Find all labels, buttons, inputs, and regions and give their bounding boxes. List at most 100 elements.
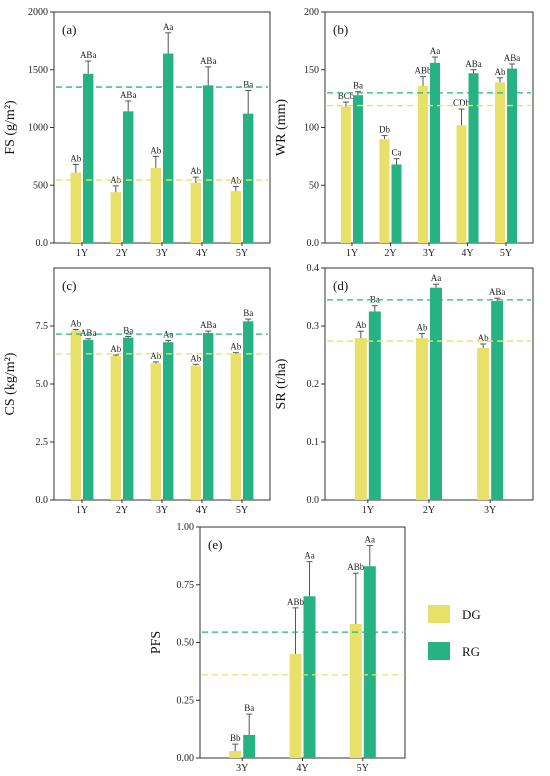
x-tick-label: 4Y xyxy=(196,248,208,259)
significance-label: Ca xyxy=(391,148,401,158)
x-tick-label: 3Y xyxy=(156,505,168,516)
x-tick-label: 4Y xyxy=(196,505,208,516)
y-tick-label: 5.0 xyxy=(36,379,49,390)
bar-dg-5Y xyxy=(230,353,241,500)
bar-rg-1Y xyxy=(83,339,94,500)
significance-label: Ab xyxy=(230,342,241,352)
significance-label: Aa xyxy=(304,551,315,561)
y-tick-label: 150 xyxy=(304,65,319,76)
bar-rg-2Y xyxy=(123,337,134,500)
bar-rg-3Y xyxy=(491,301,504,500)
significance-label: ABa xyxy=(489,287,506,297)
bar-rg-2Y xyxy=(123,111,134,243)
y-axis-label: FS (g/m²) xyxy=(3,100,18,155)
bar-dg-1Y xyxy=(340,106,351,244)
significance-label: ABb xyxy=(347,562,365,572)
bar-dg-1Y xyxy=(70,172,81,243)
x-tick-label: 2Y xyxy=(384,248,396,259)
y-tick-label: 2000 xyxy=(28,7,48,18)
bar-rg-3Y xyxy=(430,62,441,243)
significance-label: ABa xyxy=(80,50,97,60)
bar-dg-2Y xyxy=(110,356,121,500)
y-tick-label: 0.50 xyxy=(177,638,195,649)
y-tick-label: 0.0 xyxy=(307,495,320,506)
significance-label: Aa xyxy=(430,46,441,56)
bar-dg-5Y xyxy=(349,624,362,758)
significance-label: Ab xyxy=(190,166,201,176)
chart-panel-4: 0.0 0.1 0.2 0.3 0.4 SR (t/ha) (d) 1Y Ab Ba 2Y Ab Aa 3… xyxy=(274,263,534,516)
y-axis-label: SR (t/ha) xyxy=(274,358,289,409)
y-tick-label: 1.00 xyxy=(177,522,195,533)
bar-dg-5Y xyxy=(230,191,241,243)
panel-label: (a) xyxy=(62,22,76,37)
y-tick-label: 0.2 xyxy=(307,379,320,390)
significance-label: Ba xyxy=(243,80,253,90)
x-tick-label: 4Y xyxy=(296,763,308,774)
x-tick-label: 1Y xyxy=(76,505,88,516)
y-tick-label: 0.0 xyxy=(36,495,49,506)
chart-panel-1: 0.0 500 1000 1500 2000 FS (g/m²) (a) 1Y Ab ABa 2Y A… xyxy=(3,7,271,259)
y-tick-label: 0.3 xyxy=(307,321,320,332)
significance-label: Ab xyxy=(190,353,201,363)
bar-rg-5Y xyxy=(363,566,376,758)
bar-rg-4Y xyxy=(203,85,214,243)
y-tick-label: 500 xyxy=(33,180,48,191)
x-tick-label: 2Y xyxy=(116,248,128,259)
panel-label: (c) xyxy=(62,278,76,293)
y-tick-label: 0.1 xyxy=(307,437,320,448)
significance-label: Ab xyxy=(150,145,161,155)
bar-dg-3Y xyxy=(477,348,490,500)
y-tick-label: 1500 xyxy=(28,65,48,76)
panel-label: (d) xyxy=(333,278,348,293)
significance-label: ABa xyxy=(80,328,97,338)
significance-label: Aa xyxy=(163,22,174,32)
x-tick-label: 5Y xyxy=(236,505,248,516)
significance-label: Ab xyxy=(150,351,161,361)
panel-label: (b) xyxy=(333,22,348,37)
bar-rg-5Y xyxy=(243,321,254,500)
x-tick-label: 5Y xyxy=(500,248,512,259)
x-tick-label: 1Y xyxy=(346,248,358,259)
y-tick-label: 0.0 xyxy=(307,238,320,249)
bar-dg-2Y xyxy=(379,139,390,243)
y-tick-label: 0.0 xyxy=(36,238,49,249)
x-tick-label: 3Y xyxy=(484,505,496,516)
bar-dg-3Y xyxy=(417,85,428,243)
bar-rg-2Y xyxy=(430,287,442,500)
y-tick-label: 0.00 xyxy=(177,753,195,764)
y-axis-label: CS (kg/m²) xyxy=(3,352,18,415)
significance-label: ABa xyxy=(465,59,482,69)
bar-rg-3Y xyxy=(163,53,174,243)
x-tick-label: 5Y xyxy=(236,248,248,259)
y-axis-label: WR (mm) xyxy=(274,99,289,156)
y-tick-label: 200 xyxy=(304,7,319,18)
significance-label: CDb xyxy=(453,98,471,108)
x-tick-label: 3Y xyxy=(236,763,248,774)
bar-dg-4Y xyxy=(456,125,467,243)
bar-dg-1Y xyxy=(354,338,367,500)
y-tick-label: 0.75 xyxy=(177,580,195,591)
bar-dg-4Y xyxy=(190,365,201,500)
y-tick-label: 7.5 xyxy=(36,321,49,332)
significance-label: ABa xyxy=(200,56,217,66)
significance-label: Ba xyxy=(243,308,253,318)
chart-panel-5: 0.00 0.25 0.50 0.75 1.00 PFS (e) 3Y Bb Ba 4Y ABb Aa 5… xyxy=(149,522,406,774)
bar-rg-4Y xyxy=(203,332,214,500)
bar-dg-2Y xyxy=(416,338,428,500)
significance-label: Ab xyxy=(495,67,506,77)
x-tick-label: 5Y xyxy=(357,763,369,774)
y-axis-label: PFS xyxy=(149,631,164,654)
bar-dg-3Y xyxy=(150,167,161,243)
legend-label-rg: RG xyxy=(462,644,480,659)
bar-rg-1Y xyxy=(368,311,381,500)
significance-label: BCb xyxy=(338,91,355,101)
significance-label: ABa xyxy=(200,320,217,330)
y-tick-label: 0.4 xyxy=(307,263,320,274)
bar-dg-3Y xyxy=(229,751,242,758)
bar-dg-4Y xyxy=(190,182,201,243)
bar-rg-1Y xyxy=(83,73,94,243)
significance-label: Bb xyxy=(230,733,241,743)
legend-swatch-dg xyxy=(428,605,450,623)
significance-label: ABa xyxy=(120,90,137,100)
